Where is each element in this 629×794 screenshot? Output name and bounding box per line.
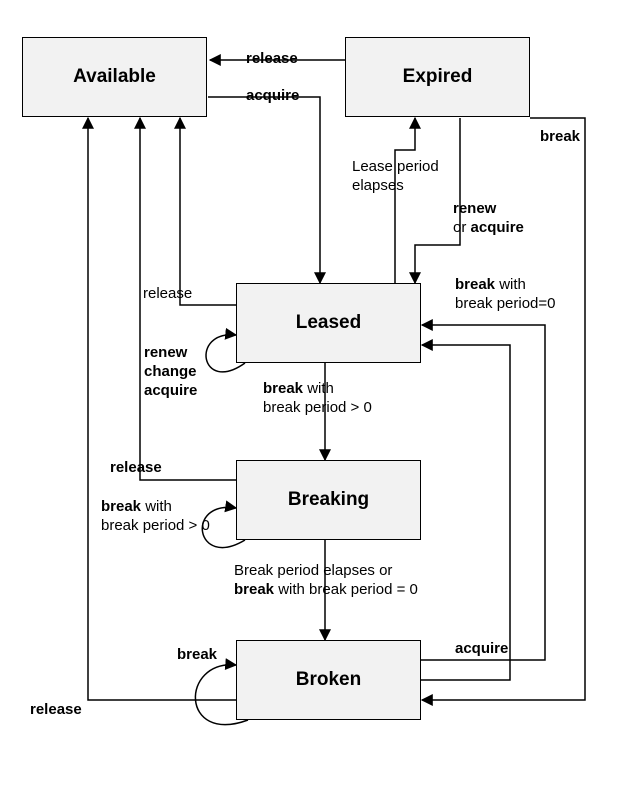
node-label: Broken [296, 669, 361, 691]
node-available: Available [22, 37, 207, 117]
node-expired: Expired [345, 37, 530, 117]
node-breaking: Breaking [236, 460, 421, 540]
label-lease-period-elapses: Lease period elapses [352, 158, 439, 196]
node-label: Breaking [288, 489, 369, 511]
state-diagram: Available Expired Leased Breaking Broken… [0, 0, 629, 794]
label-release-leased: release [143, 285, 192, 304]
node-label: Leased [296, 312, 361, 334]
label-break-period-elapses: Break period elapses or break with break… [234, 562, 418, 600]
label-release-top: release [246, 50, 298, 69]
label-break-right: break [540, 128, 580, 147]
label-break-period-0: break with break period=0 [455, 276, 556, 314]
node-label: Available [73, 66, 156, 88]
label-break-gt0: break with break period > 0 [263, 380, 372, 418]
label-break-gt0-b: break with break period > 0 [101, 498, 210, 536]
node-label: Expired [403, 66, 473, 88]
label-release-breaking: release [110, 459, 162, 478]
label-release-broken: release [30, 701, 82, 720]
node-leased: Leased [236, 283, 421, 363]
node-broken: Broken [236, 640, 421, 720]
label-break-broken: break [177, 646, 217, 665]
label-acquire-broken: acquire [455, 640, 508, 659]
label-renew-or-acquire: renew or acquire [453, 200, 524, 238]
label-renew-change-acquire: renew change acquire [144, 344, 197, 400]
label-acquire-top: acquire [246, 87, 299, 106]
